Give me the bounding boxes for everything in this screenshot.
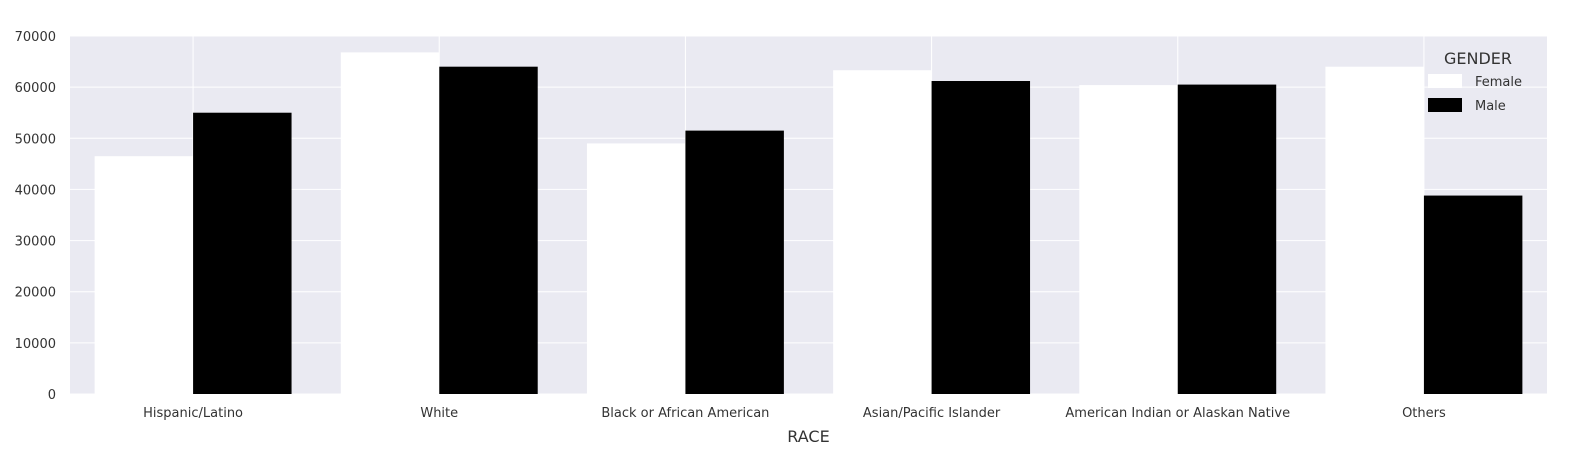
y-tick-label: 60000 <box>15 81 56 96</box>
bar-male <box>1177 84 1277 394</box>
x-tick-label: Black or African American <box>601 406 769 421</box>
x-tick-label: White <box>420 406 458 421</box>
y-tick-label: 20000 <box>15 286 56 301</box>
bar-male <box>931 81 1031 395</box>
legend-swatch-male <box>1428 98 1462 112</box>
y-tick-label: 10000 <box>15 337 56 352</box>
legend-label-male: Male <box>1475 99 1506 114</box>
bar-male <box>193 112 292 394</box>
plot-area <box>70 36 1547 394</box>
bar-female <box>1325 66 1424 394</box>
x-axis-title: RACE <box>787 427 829 446</box>
bar-male <box>1423 195 1523 394</box>
x-tick-labels: Hispanic/Latino White Black or African Ame… <box>143 406 1446 421</box>
bar-female <box>340 52 440 394</box>
legend-title: GENDER <box>1444 49 1512 68</box>
y-tick-labels: 0 10000 20000 30000 40000 50000 60000 70000 <box>15 30 56 403</box>
x-tick-label: Asian/Pacific Islander <box>863 406 1001 421</box>
bar-male <box>439 66 538 394</box>
y-tick-label: 30000 <box>15 235 56 250</box>
x-tick-label: Others <box>1402 406 1446 421</box>
bar-female <box>1079 85 1178 395</box>
y-tick-label: 70000 <box>15 30 56 45</box>
y-tick-label: 40000 <box>15 183 56 198</box>
legend-label-female: Female <box>1475 75 1522 90</box>
legend-swatch-female <box>1428 74 1462 88</box>
bar-female <box>94 156 194 394</box>
bars <box>94 52 1523 395</box>
y-tick-label: 50000 <box>15 132 56 147</box>
x-tick-label: American Indian or Alaskan Native <box>1065 406 1290 421</box>
legend: GENDER Female Male <box>1428 49 1522 114</box>
bar-male <box>685 130 784 394</box>
x-tick-label: Hispanic/Latino <box>143 406 243 421</box>
y-tick-label: 0 <box>48 388 56 403</box>
bar-female <box>586 143 686 394</box>
bar-female <box>833 70 932 394</box>
